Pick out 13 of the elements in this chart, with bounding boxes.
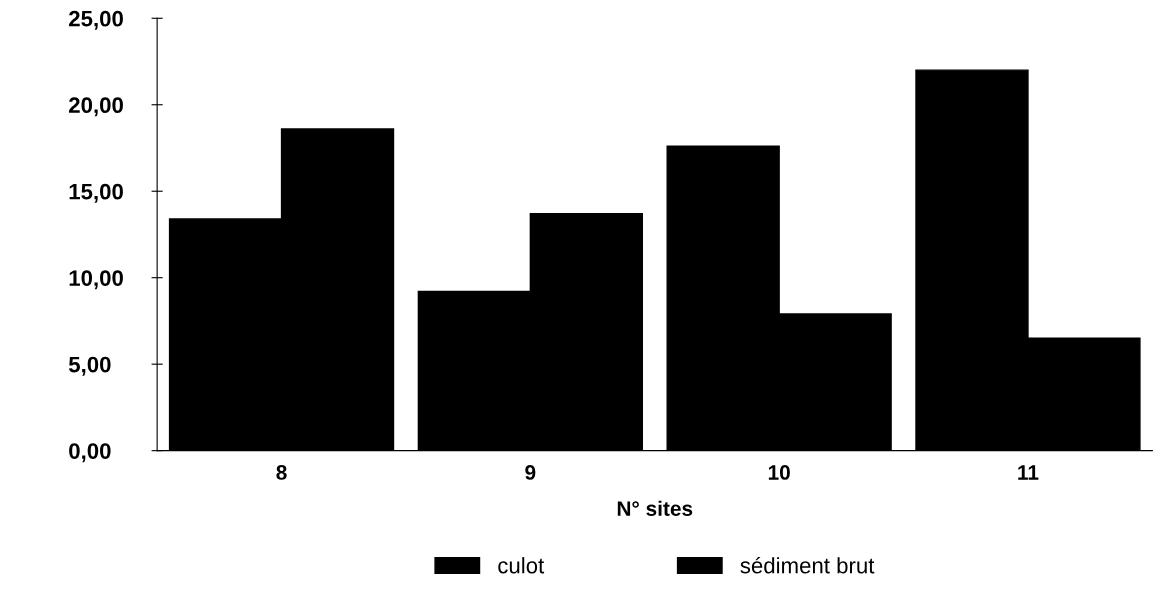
- legend-label: culot: [498, 557, 545, 574]
- y-tick-label: 5,00: [68, 356, 111, 376]
- y-tick-label: 10,00: [69, 270, 123, 290]
- y-tick-label: 20,00: [69, 97, 123, 117]
- legend-label: sédiment brut: [740, 556, 875, 574]
- x-tick-label: 9: [525, 465, 536, 480]
- x-axis-title: N° sites: [617, 500, 693, 516]
- x-tick-label: 8: [276, 465, 287, 480]
- x-tick-label: 11: [1018, 465, 1039, 480]
- y-tick-label: 0,00: [69, 443, 111, 463]
- y-tick-label: 25,00: [69, 10, 123, 30]
- y-tick-label: 15,00: [69, 183, 123, 203]
- x-tick-label: 10: [768, 465, 790, 480]
